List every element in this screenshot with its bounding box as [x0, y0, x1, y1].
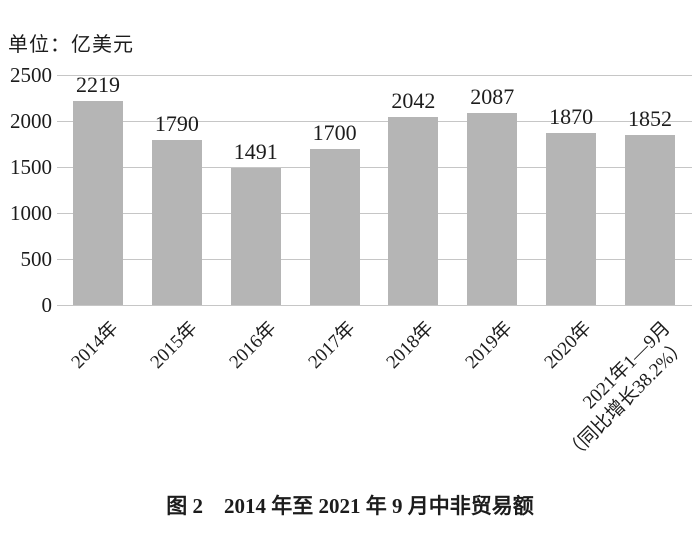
bar [546, 132, 597, 305]
figure-caption: 图 2 2014 年至 2021 年 9 月中非贸易额 [166, 494, 534, 518]
gridline [57, 259, 692, 260]
bar-value-label: 1870 [549, 103, 594, 129]
bar-value-label: 1491 [233, 138, 278, 164]
bar-value-label: 1852 [627, 105, 672, 131]
bar [309, 148, 360, 305]
bar [73, 100, 123, 305]
y-tick-label: 1000 [10, 201, 52, 225]
bar [467, 112, 518, 305]
bar [388, 117, 439, 305]
bar [624, 134, 675, 305]
y-tick-label: 2000 [10, 109, 52, 133]
y-tick-label: 2500 [10, 63, 52, 87]
y-tick-label: 1500 [10, 155, 52, 179]
x-tick-label: 2015年 [146, 317, 202, 373]
bar-value-label: 1790 [154, 111, 199, 137]
y-tick-label: 500 [20, 247, 53, 271]
y-tick-label: 0 [41, 293, 53, 317]
bar [230, 167, 281, 305]
gridline [57, 121, 692, 122]
x-tick-label: 2021年1—9月 （同比增长38.2%） [561, 317, 692, 465]
gridline [57, 167, 692, 168]
bar-value-label: 1700 [312, 119, 357, 145]
gridline [57, 75, 692, 76]
bar [151, 140, 202, 305]
gridline [57, 213, 692, 214]
unit-label: 单位：亿美元 [8, 34, 134, 56]
gridline [57, 305, 692, 306]
bar-value-label: 2087 [470, 83, 515, 109]
bar-value-label: 2219 [76, 71, 120, 97]
bar-value-label: 2042 [391, 88, 436, 114]
x-tick-label: 2016年 [225, 317, 281, 373]
